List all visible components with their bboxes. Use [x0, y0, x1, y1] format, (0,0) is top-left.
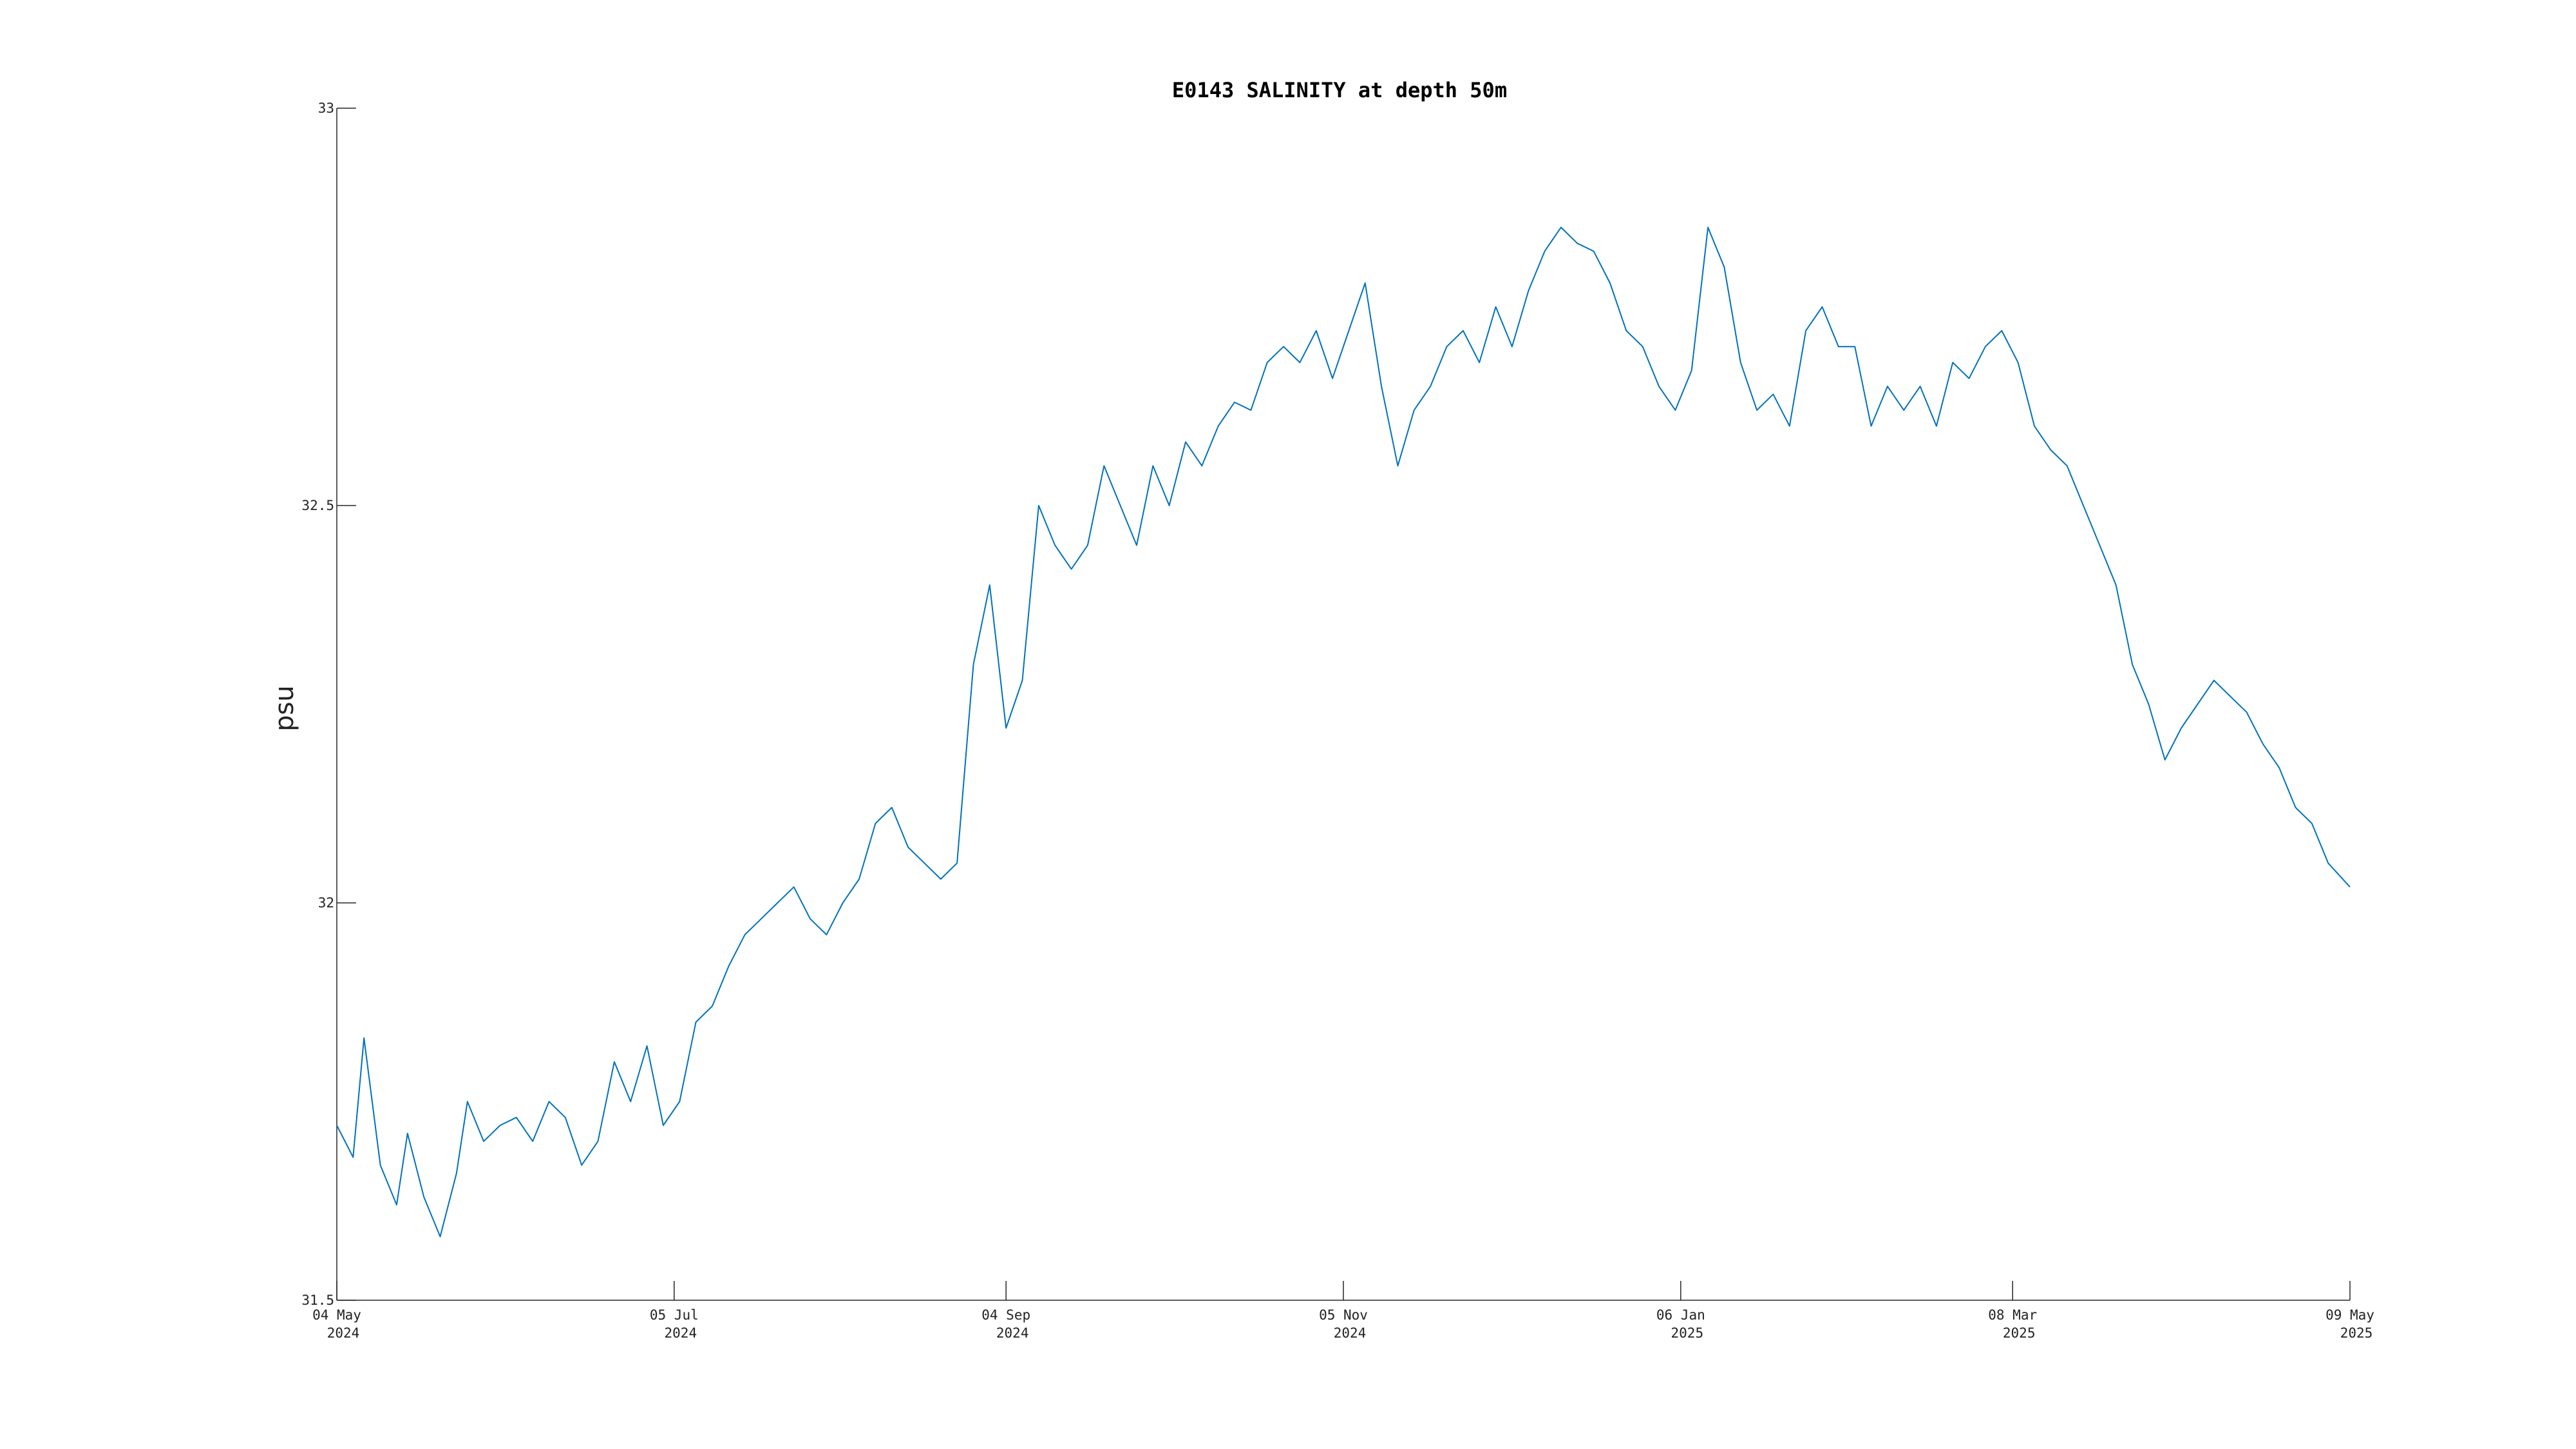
y-axis-label: psu — [270, 685, 299, 732]
chart-title: E0143 SALINITY at depth 50m — [1172, 78, 1507, 102]
x-tick-label-year: 2025 — [1671, 1325, 1704, 1341]
series-layer — [336, 227, 2351, 1238]
x-tick-label-year: 2024 — [665, 1325, 697, 1341]
x-tick-label: 04 May — [312, 1307, 361, 1323]
x-tick-label-year: 2025 — [2003, 1325, 2036, 1341]
y-tick-label: 32 — [318, 895, 334, 911]
x-tick-label-year: 2024 — [1334, 1325, 1367, 1341]
x-tick-label-year: 2025 — [2340, 1325, 2373, 1341]
x-tick-label: 05 Nov — [1319, 1307, 1368, 1323]
x-tick-label: 06 Jan — [1656, 1307, 1705, 1323]
y-tick-label: 32.5 — [301, 498, 334, 513]
x-tick-label-year: 2024 — [327, 1325, 360, 1341]
x-tick-label: 04 Sep — [981, 1307, 1030, 1323]
x-tick-label: 09 May — [2325, 1307, 2374, 1323]
y-tick-label: 31.5 — [301, 1293, 334, 1308]
x-tick-label: 08 Mar — [1988, 1307, 2037, 1323]
x-tick-label: 05 Jul — [650, 1307, 699, 1323]
x-tick-label-year: 2024 — [996, 1325, 1029, 1341]
axes — [336, 108, 2350, 1301]
y-tick-label: 33 — [318, 100, 334, 116]
series-line — [336, 227, 2351, 1238]
tick-marks: 31.5 32 32.5 33 04 May 2024 05 Jul 2024 04 Sep 20… — [301, 100, 2374, 1341]
